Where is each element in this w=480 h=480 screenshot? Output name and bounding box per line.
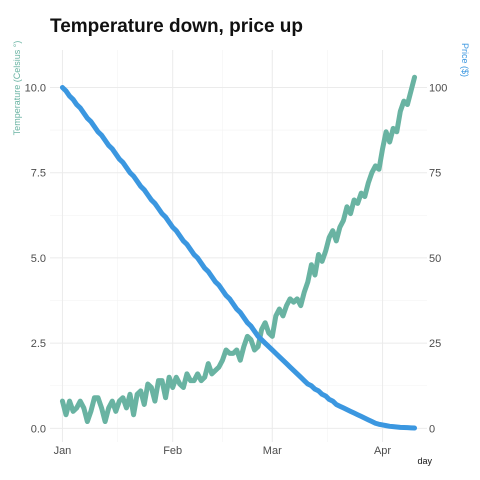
x-axis-label: day [417,456,432,466]
x-tick-label: Feb [163,445,182,457]
x-tick-label: Apr [374,445,391,457]
grid-layer [50,50,427,442]
y-left-tick-label: 2.5 [31,338,46,350]
price-series-line [59,85,418,431]
y-left-tick-label: 5.0 [31,253,46,265]
temperature-series-line [59,74,418,425]
ticks-layer: 0.0 2.5 5.0 7.5 10.0 0 25 50 75 100 Jan Feb Mar Apr [25,82,448,457]
y-left-tick-label: 7.5 [31,168,46,180]
y-right-tick-label: 25 [429,338,441,350]
y-right-tick-label: 100 [429,82,447,94]
y-left-tick-label: 10.0 [25,82,46,94]
y-left-axis-label: Temperature (Celsius °) [12,41,22,136]
chart-title: Temperature down, price up [50,16,303,37]
y-right-tick-label: 75 [429,168,441,180]
x-tick-label: Jan [54,445,72,457]
y-right-tick-label: 50 [429,253,441,265]
y-left-tick-label: 0.0 [31,423,46,435]
x-tick-label: Mar [263,445,282,457]
y-right-tick-label: 0 [429,423,435,435]
series-layer [59,74,418,431]
y-right-axis-label: Price ($) [460,43,470,77]
